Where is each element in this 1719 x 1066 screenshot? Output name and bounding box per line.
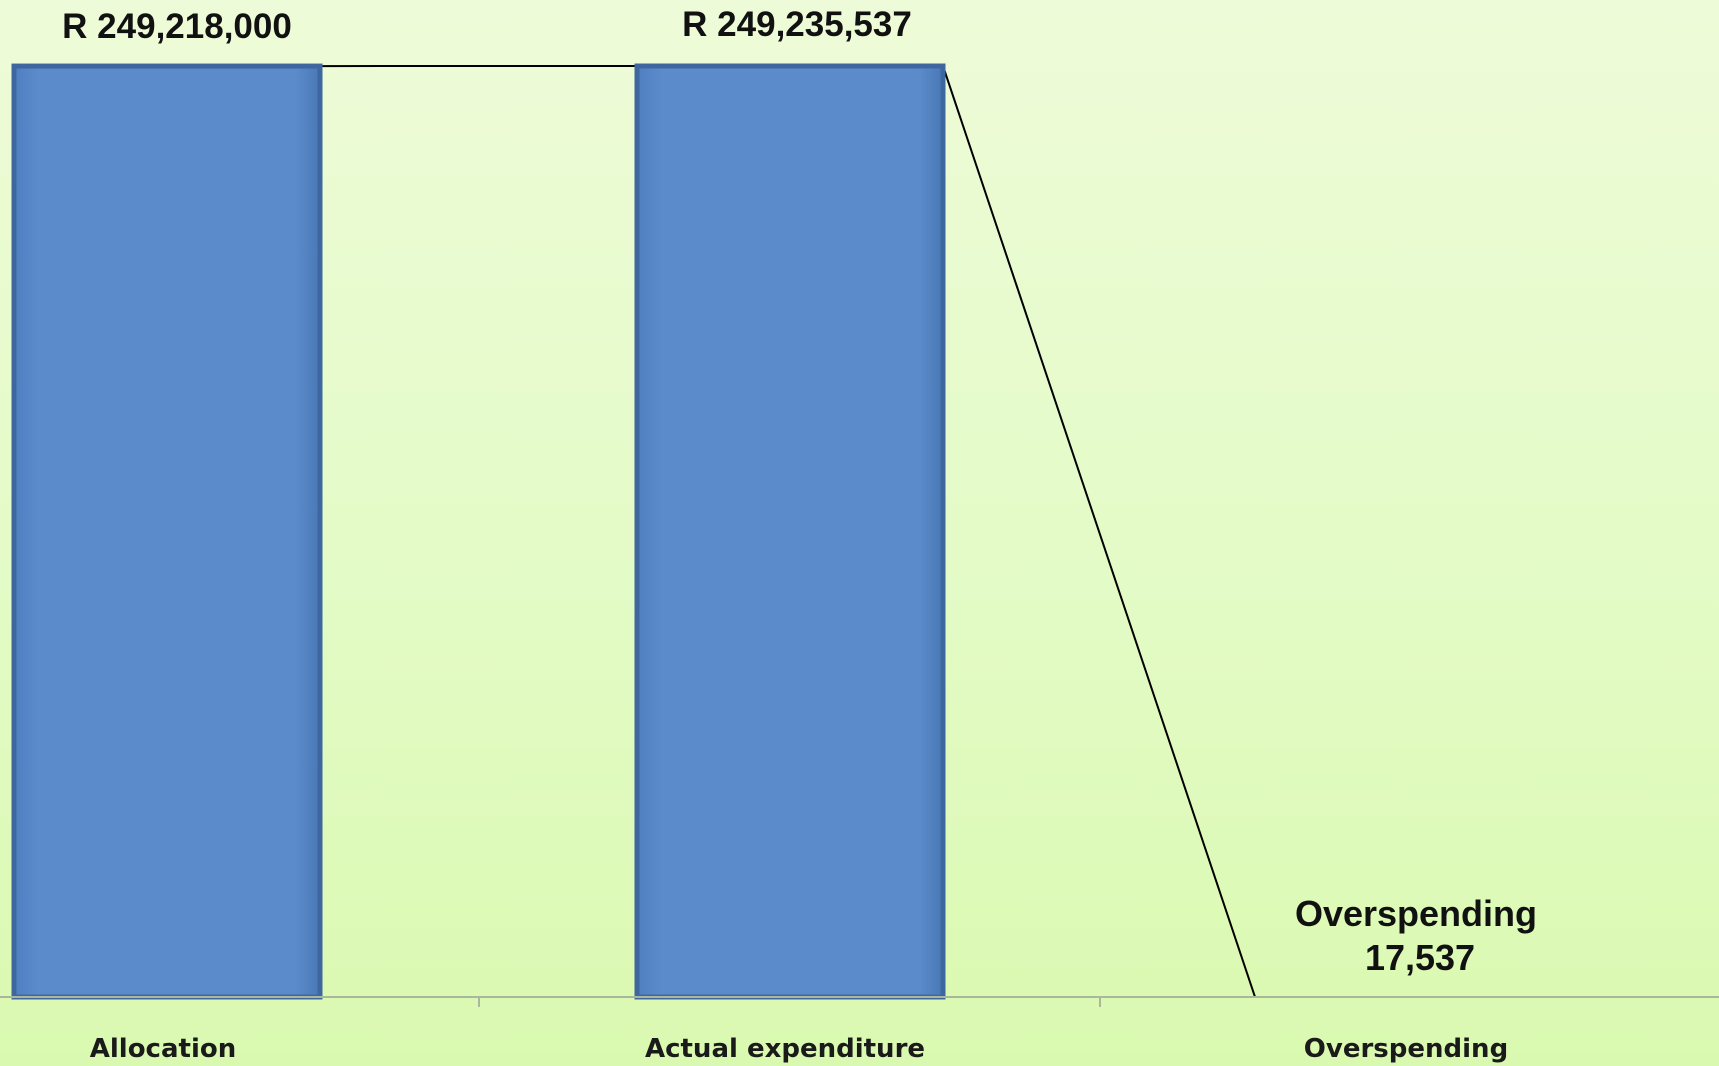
data-labels: R 249,218,000 R 249,235,537 Overspending17… — [62, 5, 1537, 978]
data-label-allocation: R 249,218,000 — [62, 7, 292, 46]
bar-allocation — [11, 63, 323, 1000]
x-axis: Allocation Actual expenditure Overspending — [0, 996, 1719, 1064]
x-tick-label-overspending: Overspending — [1304, 1034, 1508, 1064]
data-label-overspending-title: Overspending — [1295, 893, 1537, 934]
data-label-actual-expenditure: R 249,235,537 — [682, 5, 912, 44]
x-tick-label-allocation: Allocation — [90, 1034, 236, 1064]
connector-to-overspending — [942, 65, 1256, 998]
bars — [11, 63, 1257, 1000]
bar-actual-expenditure — [634, 63, 946, 1000]
data-label-overspending-value: 17,537 — [1365, 937, 1475, 978]
x-tick-label-actual-expenditure: Actual expenditure — [645, 1034, 925, 1064]
